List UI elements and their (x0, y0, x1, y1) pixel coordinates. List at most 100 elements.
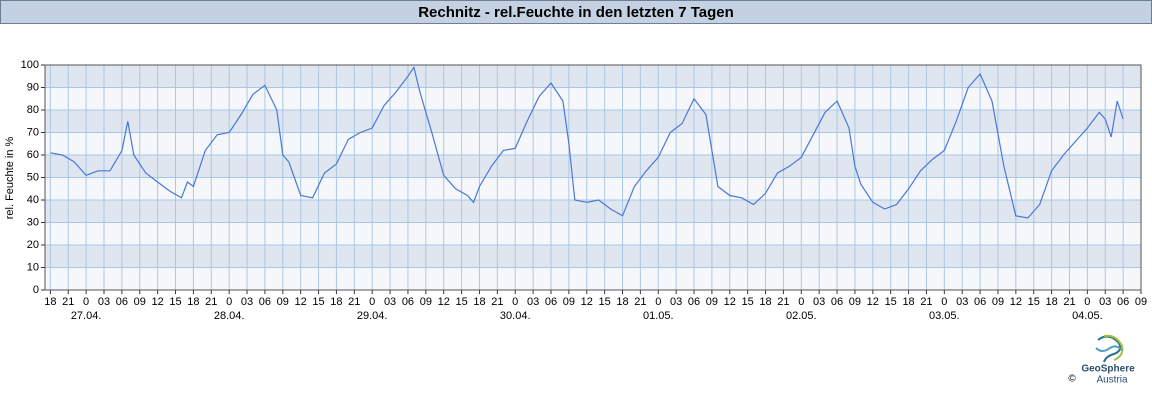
y-tick-label: 90 (27, 81, 39, 93)
x-tick-label: 0 (512, 296, 518, 308)
logo-swirl (1095, 345, 1123, 352)
grid-band (45, 132, 1141, 155)
x-tick-label: 0 (226, 296, 232, 308)
y-tick-label: 60 (27, 149, 39, 161)
x-tick-label: 0 (83, 296, 89, 308)
x-tick-label: 09 (277, 296, 289, 308)
x-tick-label: 0 (941, 296, 947, 308)
x-tick-label: 21 (491, 296, 503, 308)
y-tick-label: 40 (27, 194, 39, 206)
grid-band (45, 65, 1141, 88)
y-tick-label: 20 (27, 239, 39, 251)
x-tick-label: 0 (1084, 296, 1090, 308)
x-tick-label: 12 (581, 296, 593, 308)
x-tick-label: 15 (455, 296, 467, 308)
x-tick-label: 12 (438, 296, 450, 308)
logo-name: GeoSphere (1081, 364, 1135, 375)
date-label: 27.04. (71, 310, 102, 322)
x-tick-label: 03 (670, 296, 682, 308)
x-tick-label: 09 (706, 296, 718, 308)
x-tick-label: 18 (759, 296, 771, 308)
y-tick-label: 100 (21, 59, 39, 71)
x-tick-label: 06 (259, 296, 271, 308)
x-tick-label: 12 (152, 296, 164, 308)
logo: GeoSphere Austria © (1068, 334, 1135, 386)
x-tick-label: 15 (312, 296, 324, 308)
x-tick-label: 06 (402, 296, 414, 308)
x-tick-label: 15 (885, 296, 897, 308)
date-label: 03.05. (929, 310, 960, 322)
x-tick-label: 18 (44, 296, 56, 308)
x-tick-label: 21 (634, 296, 646, 308)
x-tick-label: 0 (655, 296, 661, 308)
x-tick-label: 18 (902, 296, 914, 308)
x-tick-label: 0 (369, 296, 375, 308)
x-tick-label: 21 (62, 296, 74, 308)
x-tick-label: 06 (688, 296, 700, 308)
x-tick-label: 15 (742, 296, 754, 308)
x-tick-label: 12 (867, 296, 879, 308)
y-tick-label: 70 (27, 126, 39, 138)
x-tick-label: 21 (777, 296, 789, 308)
grid-band (45, 110, 1141, 133)
y-tick-label: 50 (27, 171, 39, 183)
x-tick-label: 03 (527, 296, 539, 308)
logo-swirl (1103, 334, 1124, 361)
copyright: © (1068, 374, 1076, 385)
y-axis-label: rel. Feuchte in % (4, 137, 16, 220)
x-tick-label: 09 (992, 296, 1004, 308)
plot-border (44, 64, 1142, 291)
grid-band (45, 155, 1141, 178)
date-label: 04.05. (1072, 310, 1103, 322)
y-tick-label: 30 (27, 216, 39, 228)
x-tick-label: 06 (831, 296, 843, 308)
date-label: 02.05. (786, 310, 817, 322)
x-tick-label: 03 (98, 296, 110, 308)
date-label: 01.05. (643, 310, 674, 322)
x-tick-label: 09 (849, 296, 861, 308)
x-tick-label: 09 (134, 296, 146, 308)
chart-title: Rechnitz - rel.Feuchte in den letzten 7 … (418, 4, 734, 21)
x-tick-label: 06 (116, 296, 128, 308)
y-tick-label: 80 (27, 104, 39, 116)
grid-band (45, 200, 1141, 223)
date-label: 28.04. (214, 310, 245, 322)
x-tick-label: 03 (813, 296, 825, 308)
x-tick-label: 18 (616, 296, 628, 308)
y-tick-label: 0 (33, 284, 39, 296)
grid-band (45, 87, 1141, 110)
x-tick-label: 15 (598, 296, 610, 308)
grid-band (45, 245, 1141, 268)
y-tick-label: 10 (27, 261, 39, 273)
x-tick-label: 15 (169, 296, 181, 308)
x-tick-label: 21 (1063, 296, 1075, 308)
x-tick-label: 12 (295, 296, 307, 308)
x-tick-label: 18 (187, 296, 199, 308)
grid-band (45, 222, 1141, 245)
grid-band (45, 177, 1141, 200)
x-tick-label: 03 (241, 296, 253, 308)
x-tick-label: 18 (473, 296, 485, 308)
x-tick-label: 09 (1135, 296, 1147, 308)
x-tick-label: 03 (1099, 296, 1111, 308)
x-tick-label: 21 (920, 296, 932, 308)
plot-area (45, 64, 1142, 291)
data-line (50, 65, 1124, 219)
x-tick-label: 21 (205, 296, 217, 308)
x-tick-label: 03 (384, 296, 396, 308)
logo-sub: Austria (1096, 375, 1128, 386)
x-tick-label: 15 (1028, 296, 1040, 308)
x-tick-label: 09 (563, 296, 575, 308)
x-tick-label: 06 (974, 296, 986, 308)
x-tick-label: 0 (798, 296, 804, 308)
x-tick-label: 12 (1010, 296, 1022, 308)
x-tick-label: 12 (724, 296, 736, 308)
x-tick-label: 21 (348, 296, 360, 308)
x-tick-label: 09 (420, 296, 432, 308)
x-tick-label: 03 (956, 296, 968, 308)
date-label: 29.04. (357, 310, 388, 322)
x-tick-label: 18 (330, 296, 342, 308)
date-label: 30.04. (500, 310, 531, 322)
